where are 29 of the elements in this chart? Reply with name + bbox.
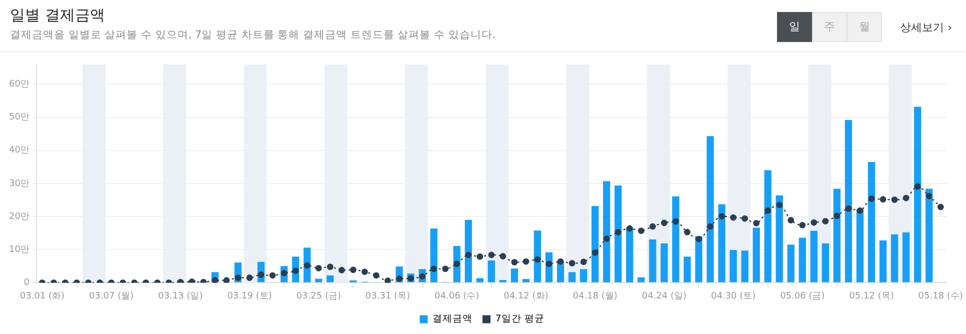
x-tick-label: 05.18 (수) <box>918 291 963 302</box>
y-tick-label: 20만 <box>9 212 30 222</box>
legend-label: 7일간 평균 <box>495 314 544 325</box>
y-tick-label: 40만 <box>9 146 30 156</box>
x-tick-label: 03.25 (금) <box>296 291 341 302</box>
y-tick-label: 10만 <box>9 244 30 255</box>
chart-subtitle: 결제금액을 일별로 살펴볼 수 있으며, 7일 평균 차트를 통해 결제금액 트렌드를 살펴볼 수 있습니다. <box>10 28 496 42</box>
text: 주 <box>812 12 848 42</box>
chart-title: 일별 결제금액 <box>10 6 106 25</box>
x-tick-label: 03.19 (토) <box>227 291 272 302</box>
y-tick-label: 60만 <box>9 80 30 90</box>
text: 상세보기 › <box>900 20 952 34</box>
y-tick-label: 0 <box>24 278 30 288</box>
legend-label: 결제금액 <box>432 314 472 325</box>
x-tick-label: 03.01 (화) <box>20 291 65 302</box>
x-tick-label: 04.30 (토) <box>710 291 756 302</box>
y-tick-label: 50만 <box>9 112 30 123</box>
y-tick-label: 30만 <box>9 178 30 189</box>
text: 월 <box>847 12 882 42</box>
x-tick-label: 03.07 (월) <box>88 291 134 302</box>
x-tick-label: 04.24 (일) <box>642 291 687 302</box>
x-tick-label: 04.12 (화) <box>504 291 548 302</box>
x-tick-label: 03.13 (일) <box>158 291 203 302</box>
x-tick-label: 04.18 (월) <box>572 291 618 302</box>
x-tick-label: 05.12 (목) <box>849 291 894 302</box>
x-tick-label: 05.06 (금) <box>780 291 825 302</box>
x-tick-label: 03.31 (목) <box>365 291 410 302</box>
x-tick-label: 04.06 (수) <box>434 291 480 302</box>
text: 일 <box>777 12 812 42</box>
